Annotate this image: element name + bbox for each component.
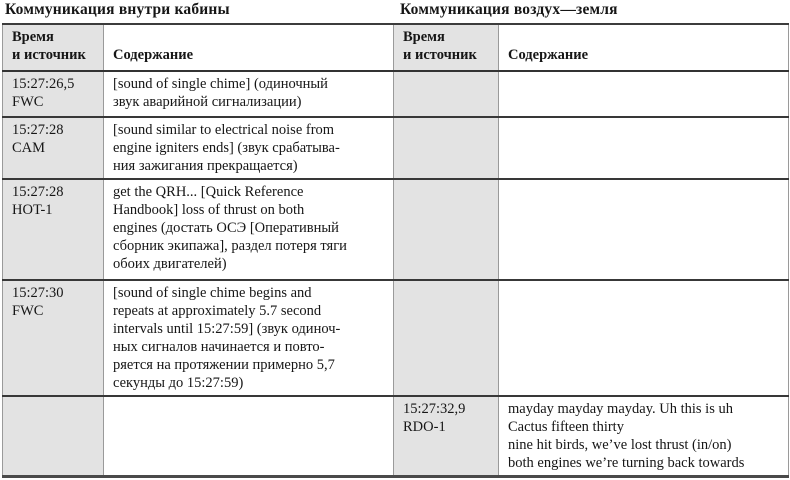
table-row: 15:27:28 CAM [sound similar to electrica… [2, 117, 789, 180]
header-row: Время и источник Содержание Время и исто… [2, 24, 789, 72]
table-row: 15:27:32,9 RDO-1 mayday mayday mayday. U… [2, 396, 789, 477]
content-cell: mayday mayday mayday. Uh this is uh Cact… [498, 396, 789, 477]
time-cell [393, 179, 499, 281]
time-cell: 15:27:28 HOT-1 [2, 179, 104, 281]
time-cell: 15:27:32,9 RDO-1 [393, 396, 499, 477]
table-row: 15:27:30 FWC [sound of single chime begi… [2, 280, 789, 397]
time-cell [393, 117, 499, 180]
time-cell [393, 71, 499, 118]
content-cell [498, 179, 789, 281]
time-cell: 15:27:30 FWC [2, 280, 104, 397]
table-header: Время и источник Содержание Время и исто… [2, 24, 789, 72]
right-table-title: Коммуникация воздух—земля [400, 1, 618, 18]
table-row: 15:27:28 HOT-1 get the QRH... [Quick Ref… [2, 179, 789, 281]
header-content-right: Содержание [498, 24, 789, 72]
cvr-transcript-table: Время и источник Содержание Время и исто… [2, 23, 789, 478]
content-cell: get the QRH... [Quick Reference Handbook… [103, 179, 394, 281]
content-cell [498, 280, 789, 397]
table-body: 15:27:26,5 FWC [sound of single chime] (… [2, 71, 789, 477]
content-cell: [sound similar to electrical noise from … [103, 117, 394, 180]
content-cell [103, 396, 394, 477]
time-cell [2, 396, 104, 477]
time-cell: 15:27:28 CAM [2, 117, 104, 180]
section-titles: Коммуникация внутри кабины Коммуникация … [0, 0, 790, 23]
header-time-right: Время и источник [393, 24, 499, 72]
content-cell: [sound of single chime begins and repeat… [103, 280, 394, 397]
header-content-left: Содержание [103, 24, 394, 72]
content-cell [498, 117, 789, 180]
left-table-title: Коммуникация внутри кабины [5, 1, 230, 18]
content-cell: [sound of single chime] (одиночный звук … [103, 71, 394, 118]
time-cell: 15:27:26,5 FWC [2, 71, 104, 118]
time-cell [393, 280, 499, 397]
table-row: 15:27:26,5 FWC [sound of single chime] (… [2, 71, 789, 118]
content-cell [498, 71, 789, 118]
header-time-left: Время и источник [2, 24, 104, 72]
